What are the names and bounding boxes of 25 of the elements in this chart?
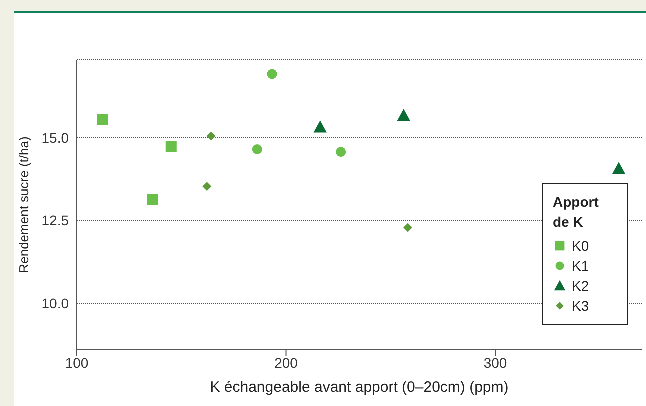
y-tick-label: 12.5	[42, 212, 70, 229]
legend-label: K0	[572, 237, 590, 256]
point	[147, 194, 158, 206]
y-tick-label: 15.0	[42, 130, 70, 146]
x-tick-label: 200	[274, 354, 298, 371]
legend-label: K1	[572, 257, 590, 276]
point	[612, 162, 626, 174]
point	[252, 144, 262, 154]
x-tick-label: 300	[484, 354, 508, 371]
point	[97, 114, 108, 126]
point	[206, 132, 216, 141]
legend-title: Apport de K	[553, 193, 600, 232]
x-axis-title: K échangeable avant apport (0–20cm) (ppm)	[210, 379, 509, 396]
x-tick-label: 100	[65, 354, 89, 371]
point	[397, 109, 410, 122]
point	[314, 120, 327, 133]
point	[404, 223, 413, 232]
legend-label: K3	[572, 297, 590, 316]
point	[202, 182, 212, 192]
point	[336, 147, 346, 158]
point	[166, 141, 177, 152]
legend-label: K2	[572, 277, 590, 296]
y-axis-title: Rendement sucre (t/ha)	[16, 136, 32, 274]
y-tick-label: 10.0	[42, 296, 70, 312]
point	[267, 69, 278, 80]
